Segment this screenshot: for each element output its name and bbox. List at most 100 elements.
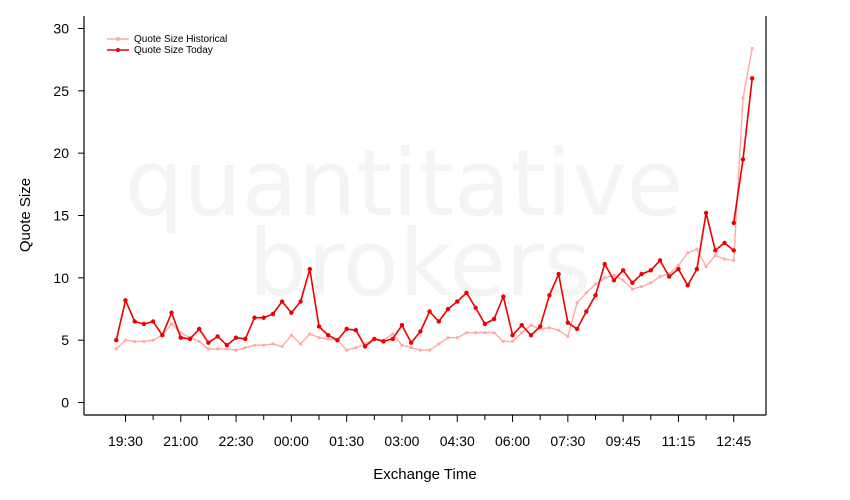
today-tail-point bbox=[740, 157, 746, 162]
today-series-point bbox=[713, 248, 718, 253]
historical-series-point bbox=[446, 336, 450, 340]
legend-swatch-point bbox=[116, 48, 120, 52]
today-series-point bbox=[657, 258, 663, 263]
today-series-point bbox=[639, 271, 644, 277]
x-tick-label: 09:45 bbox=[606, 433, 641, 449]
legend-label: Quote Size Today bbox=[134, 45, 213, 56]
historical-series-point bbox=[123, 338, 128, 342]
x-tick-label: 04:30 bbox=[440, 433, 475, 449]
historical-series-point bbox=[271, 342, 275, 346]
historical-series-point bbox=[308, 332, 312, 336]
x-tick-label: 01:30 bbox=[329, 433, 364, 449]
today-series-point bbox=[114, 337, 119, 343]
historical-series-point bbox=[612, 273, 616, 277]
today-series-point bbox=[547, 293, 552, 298]
historical-series-point bbox=[557, 328, 561, 332]
today-series-point bbox=[141, 321, 147, 327]
today-series-point bbox=[381, 339, 386, 344]
today-series-point bbox=[243, 336, 248, 342]
historical-series-point bbox=[547, 326, 552, 330]
y-tick-label: 25 bbox=[53, 83, 69, 99]
today-series-point bbox=[676, 266, 681, 272]
today-series-point bbox=[224, 342, 230, 348]
historical-series-point bbox=[197, 339, 201, 344]
historical-series-point bbox=[142, 339, 146, 344]
x-tick-label: 19:30 bbox=[108, 433, 143, 449]
x-tick-label: 00:00 bbox=[274, 433, 309, 449]
today-series-point bbox=[252, 315, 257, 320]
today-series-point bbox=[372, 336, 377, 342]
x-tick-label: 21:00 bbox=[163, 433, 198, 449]
today-series-point bbox=[206, 340, 211, 345]
historical-series-point bbox=[741, 96, 745, 100]
historical-series-point bbox=[234, 348, 238, 352]
historical-series-point bbox=[225, 347, 229, 351]
historical-series-point bbox=[243, 346, 247, 350]
historical-series-point bbox=[750, 46, 754, 51]
legend-label: Quote Size Historical bbox=[134, 34, 227, 45]
today-series-point bbox=[399, 323, 405, 328]
today-series-point bbox=[150, 319, 156, 324]
historical-series-point bbox=[630, 287, 634, 291]
historical-series-point bbox=[455, 336, 459, 340]
watermark-line-1: quantitative bbox=[125, 130, 683, 237]
today-series-point bbox=[510, 333, 515, 338]
x-tick-label: 06:00 bbox=[495, 433, 530, 449]
today-series-point bbox=[455, 299, 460, 304]
today-series-point bbox=[279, 299, 285, 304]
y-tick-label: 20 bbox=[53, 145, 69, 161]
historical-series-point bbox=[298, 342, 303, 346]
historical-series-point bbox=[345, 348, 349, 352]
today-series-point bbox=[344, 326, 349, 332]
historical-series-point bbox=[280, 344, 284, 349]
today-series-point bbox=[289, 310, 294, 315]
historical-series-point bbox=[603, 276, 607, 280]
today-series-point bbox=[473, 305, 478, 310]
today-series-point bbox=[620, 268, 626, 273]
legend-swatch-point bbox=[116, 37, 120, 41]
historical-series-point bbox=[732, 258, 736, 262]
historical-series-point bbox=[354, 346, 358, 350]
today-series-point bbox=[703, 210, 709, 216]
historical-series-point bbox=[262, 343, 266, 347]
today-series-point bbox=[648, 268, 653, 273]
historical-series-point bbox=[206, 347, 211, 351]
historical-series-point bbox=[428, 348, 432, 352]
today-series-point bbox=[233, 335, 239, 340]
today-series-point bbox=[436, 319, 442, 324]
historical-series-point bbox=[169, 322, 174, 326]
historical-series-point bbox=[584, 291, 588, 295]
historical-series-point bbox=[639, 284, 644, 289]
historical-series-point bbox=[418, 348, 422, 352]
historical-series-point bbox=[133, 339, 137, 344]
y-tick-label: 0 bbox=[61, 395, 69, 411]
today-series-point bbox=[187, 336, 193, 342]
historical-series-point bbox=[566, 334, 570, 339]
today-series-point bbox=[685, 283, 690, 288]
historical-series-point bbox=[658, 274, 662, 279]
today-series-point bbox=[326, 333, 331, 338]
today-series-point bbox=[390, 336, 395, 342]
today-series-point bbox=[427, 309, 432, 314]
y-tick-label: 15 bbox=[53, 208, 69, 224]
today-series-point bbox=[408, 340, 414, 345]
today-series-point bbox=[611, 278, 617, 283]
today-series-point bbox=[528, 333, 534, 338]
today-series-point bbox=[353, 328, 359, 333]
today-series-point bbox=[538, 324, 543, 329]
historical-series-point bbox=[686, 251, 690, 255]
today-series-point bbox=[667, 274, 672, 279]
today-series-point bbox=[565, 320, 571, 325]
today-series-point bbox=[215, 334, 220, 339]
y-axis-title: Quote Size bbox=[17, 178, 34, 252]
today-series-point bbox=[132, 319, 137, 324]
x-tick-label: 03:00 bbox=[384, 433, 419, 449]
y-tick-label: 30 bbox=[53, 20, 69, 36]
today-series-point bbox=[556, 271, 561, 277]
historical-series-point bbox=[400, 343, 404, 347]
y-tick-label: 5 bbox=[61, 332, 69, 348]
historical-series-line bbox=[115, 48, 753, 351]
x-tick-label: 12:45 bbox=[716, 433, 751, 449]
today-series-point bbox=[298, 299, 303, 304]
historical-series-point bbox=[317, 336, 321, 340]
